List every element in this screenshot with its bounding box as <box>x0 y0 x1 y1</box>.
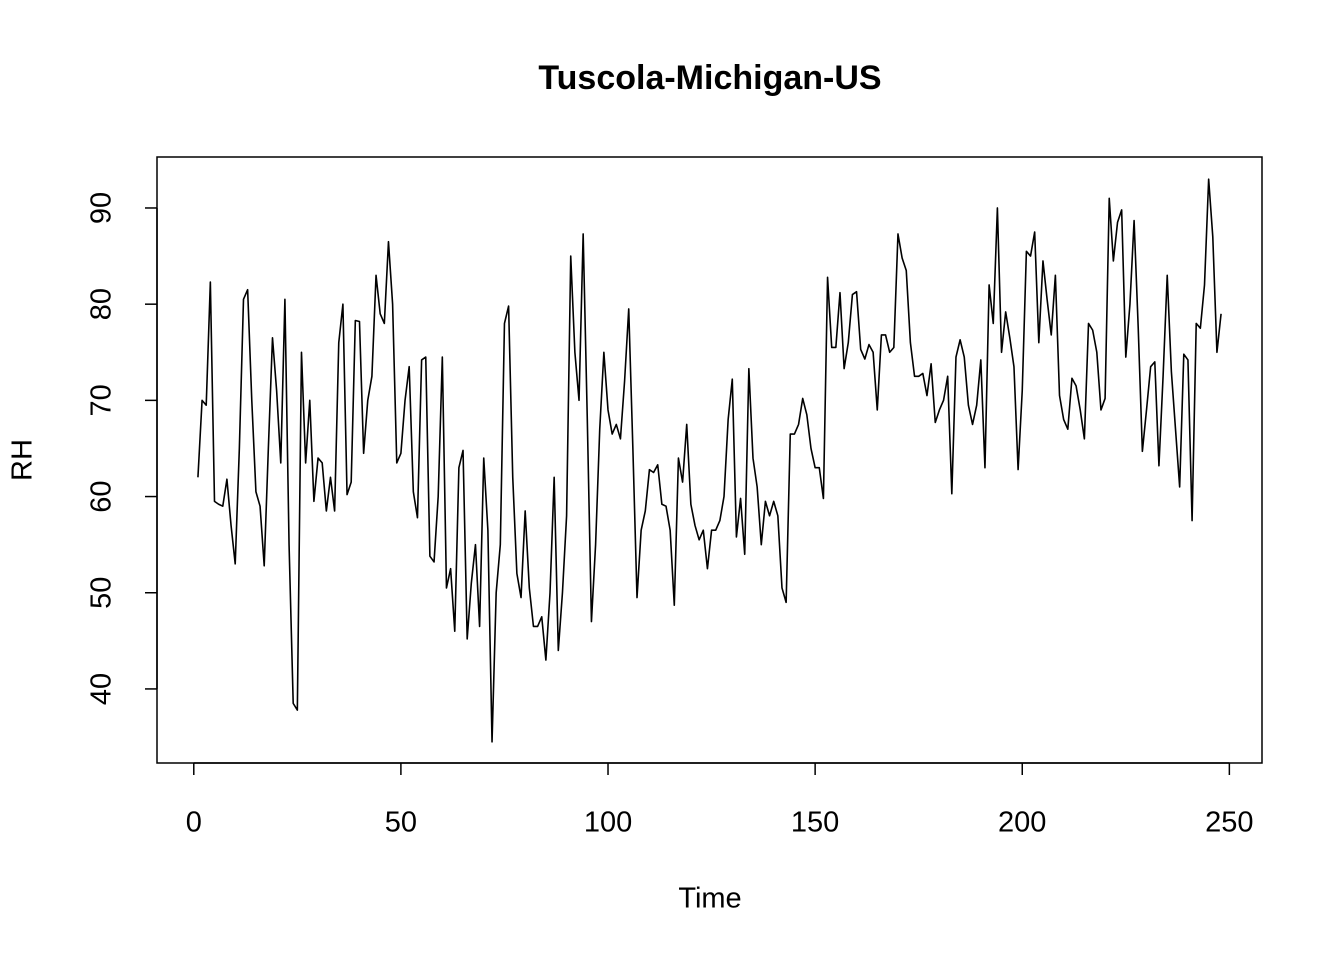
y-tick-label: 70 <box>86 384 118 416</box>
y-tick-label: 60 <box>86 480 118 512</box>
y-axis-label: RH <box>7 439 39 481</box>
x-axis-label: Time <box>678 883 741 915</box>
y-tick-label: 80 <box>86 288 118 320</box>
x-tick-label: 0 <box>186 807 202 839</box>
y-tick-label: 40 <box>86 673 118 705</box>
y-tick-label: 50 <box>86 577 118 609</box>
x-tick-label: 200 <box>998 807 1046 839</box>
x-tick-label: 50 <box>385 807 417 839</box>
y-tick-label: 90 <box>86 192 118 224</box>
x-tick-label: 150 <box>791 807 839 839</box>
x-tick-label: 250 <box>1205 807 1253 839</box>
x-tick-label: 100 <box>584 807 632 839</box>
data-line <box>197 178 1222 743</box>
chart-title: Tuscola-Michigan-US <box>538 59 881 97</box>
